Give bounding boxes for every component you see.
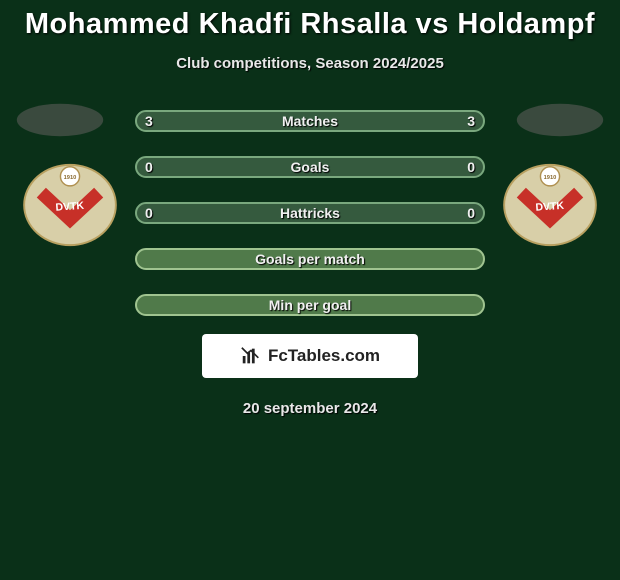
comparison-block: 1910 DVTK 1910 DVTK 3 3 Matches 0 0 Goals 0 0 Ha… (0, 110, 620, 316)
stat-label: Goals (291, 159, 330, 175)
fctables-logo: FcTables.com (202, 334, 418, 378)
stat-row: 3 3 Matches (135, 110, 485, 132)
subtitle: Club competitions, Season 2024/2025 (0, 55, 620, 72)
stat-label: Matches (282, 113, 338, 129)
stat-value-left: 0 (145, 205, 153, 221)
stat-label: Min per goal (269, 297, 351, 313)
stat-value-left: 3 (145, 113, 153, 129)
stat-row: Min per goal (135, 294, 485, 316)
stat-label: Hattricks (280, 205, 340, 221)
bar-chart-icon (240, 345, 262, 367)
stat-rows: 3 3 Matches 0 0 Goals 0 0 Hattricks Goals per mat… (135, 110, 485, 316)
svg-text:DVTK: DVTK (535, 200, 565, 214)
logo-text: FcTables.com (268, 346, 380, 366)
svg-text:DVTK: DVTK (55, 200, 85, 214)
stat-row: Goals per match (135, 248, 485, 270)
stat-row: 0 0 Hattricks (135, 202, 485, 224)
player-right-avatar (512, 102, 608, 138)
stat-label: Goals per match (255, 251, 365, 267)
stat-value-right: 0 (467, 159, 475, 175)
stat-value-right: 0 (467, 205, 475, 221)
club-crest-right: 1910 DVTK (500, 162, 600, 248)
stat-value-right: 3 (467, 113, 475, 129)
date-label: 20 september 2024 (0, 400, 620, 417)
stat-value-left: 0 (145, 159, 153, 175)
stat-row: 0 0 Goals (135, 156, 485, 178)
page-title: Mohammed Khadfi Rhsalla vs Holdampf (0, 0, 620, 41)
club-crest-left: 1910 DVTK (20, 162, 120, 248)
player-left-avatar (12, 102, 108, 138)
svg-text:1910: 1910 (64, 175, 77, 181)
svg-text:1910: 1910 (544, 175, 557, 181)
